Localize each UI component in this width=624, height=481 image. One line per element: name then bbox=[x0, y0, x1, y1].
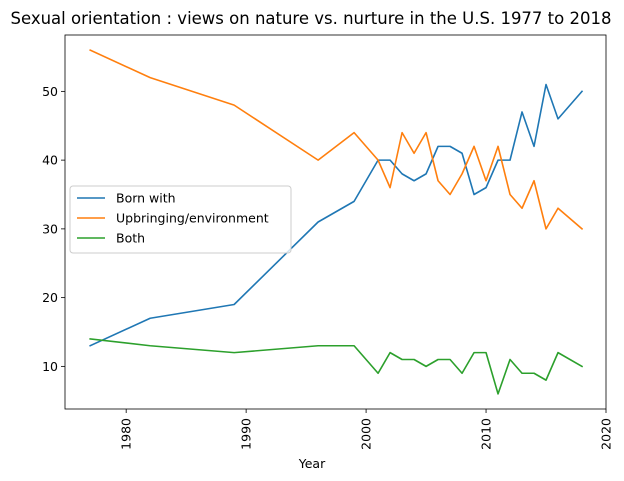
legend-box bbox=[69, 185, 292, 254]
x-tick-label: 1980 bbox=[119, 418, 134, 450]
x-tick-label: 2020 bbox=[599, 418, 614, 450]
x-tick-label: 1990 bbox=[239, 418, 254, 450]
plot-lines bbox=[89, 49, 584, 395]
chart-title: Sexual orientation : views on nature vs.… bbox=[11, 9, 612, 28]
series-line-0 bbox=[89, 83, 584, 347]
y-tick-label: 30 bbox=[42, 221, 58, 236]
y-tick-label: 20 bbox=[42, 290, 58, 305]
x-axis: 1980 1990 2000 2010 2020 bbox=[119, 409, 614, 450]
y-axis: 10 20 30 40 50 bbox=[42, 84, 65, 374]
series-line-1 bbox=[89, 49, 584, 231]
y-tick-label: 10 bbox=[42, 359, 58, 374]
x-tick-label: 2000 bbox=[359, 418, 374, 450]
y-tick-label: 40 bbox=[42, 153, 58, 168]
legend-label-1: Upbringing/environment bbox=[116, 211, 269, 226]
y-tick-label: 50 bbox=[42, 84, 58, 99]
legend-label-2: Both bbox=[116, 231, 145, 246]
series-line-2 bbox=[89, 337, 584, 395]
x-axis-label: Year bbox=[298, 456, 326, 471]
x-tick-label: 2010 bbox=[479, 418, 494, 450]
legend-label-0: Born with bbox=[116, 191, 176, 206]
plot-frame bbox=[64, 34, 607, 410]
legend: Born with Upbringing/environment Both bbox=[69, 185, 292, 254]
